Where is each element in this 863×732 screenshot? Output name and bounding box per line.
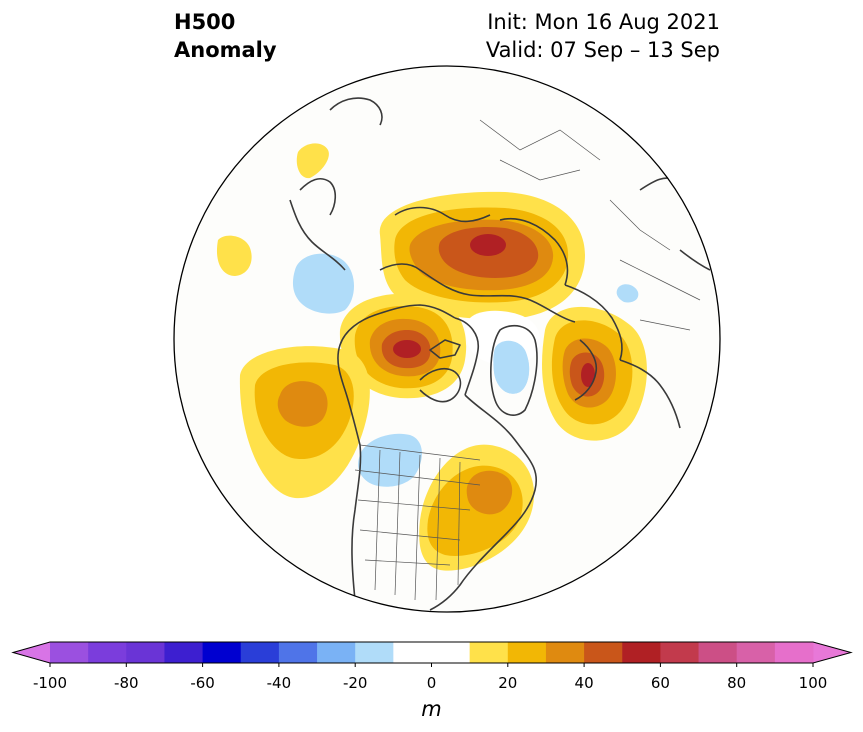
colorbar-tick-label: 0 [427,674,437,692]
colorbar-tick-label: 80 [727,674,746,692]
colorbar-bin [507,642,547,663]
colorbar-extend-low [13,642,50,663]
colorbar-bin [584,642,623,663]
colorbar-bin [393,642,432,663]
colorbar-unit-label: m [421,697,441,721]
anomaly-central-siberia-trough [292,253,355,314]
anomaly-north-pacific-ridge [239,346,370,499]
colorbar-bin [774,642,814,663]
map-subtitle: Init: Mon 16 Aug 2021 Valid: 07 Sep – 13… [486,8,720,64]
anomaly-scandinavia-ridge [542,306,647,441]
title-type: Anomaly [174,38,277,62]
title-variable: H500 [174,10,236,34]
coastlines [289,97,711,611]
colorbar-bin [698,642,738,663]
map-title: H500 Anomaly [174,8,277,64]
colorbar-tick-label: -20 [343,674,368,692]
anomaly-alaska-ridge [339,293,467,399]
colorbar-tick-label: 100 [799,674,828,692]
colorbar-tick-label: -100 [33,674,67,692]
colorbar-tick-label: 20 [498,674,517,692]
colorbar-bin [469,642,509,663]
colorbar-tick-label: -60 [190,674,215,692]
anomaly-bering-small-ridge [216,235,252,276]
colorbar-bin [278,642,318,663]
colorbar-bin [736,642,776,663]
colorbar-bin [545,642,585,663]
colorbar-bin [622,642,661,663]
colorbar-bin [317,642,356,663]
colorbar-bin [240,642,280,663]
valid-period: Valid: 07 Sep – 13 Sep [485,38,720,62]
polar-map [174,66,720,612]
colorbar-extend-high [813,642,851,663]
colorbar-tick-label: -80 [114,674,139,692]
colorbar-tick-label: 60 [651,674,670,692]
colorbar-bin [660,642,700,663]
map-boundary [173,65,721,613]
colorbar: -100 -80 -60 -40 -20 0 20 40 60 80 100 m [11,641,853,721]
colorbar-tick-label: 40 [575,674,594,692]
colorbar-bin [50,642,89,663]
colorbar-bin [431,642,471,663]
init-time: Init: Mon 16 Aug 2021 [487,10,720,34]
colorbar-bin [202,642,242,663]
anomaly-siberia-small-ridge [296,143,329,179]
anomaly-europe-small-trough [616,284,639,303]
colorbar-bin [88,642,127,663]
colorbar-tick-label: -40 [267,674,292,692]
colorbar-bin [164,642,204,663]
colorbar-bin [126,642,165,663]
political-borders [354,119,701,601]
colorbar-bin [355,642,394,663]
